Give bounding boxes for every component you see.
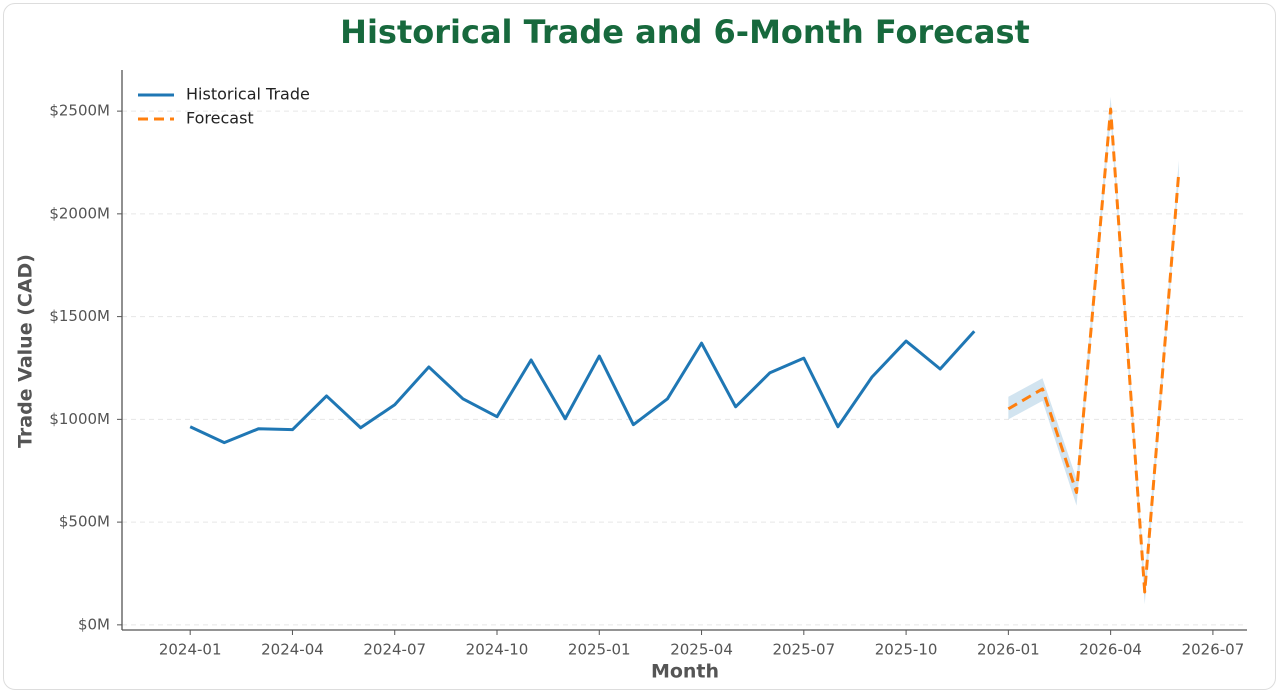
x-tick-label: 2024-10 (466, 641, 529, 659)
x-tick-label: 2024-04 (261, 641, 324, 659)
x-tick-label: 2025-04 (670, 641, 733, 659)
y-axis-label: Trade Value (CAD) (15, 254, 37, 448)
x-tick-label: 2026-04 (1079, 641, 1142, 659)
card: Historical Trade and 6-Month Forecast Mo… (3, 3, 1276, 690)
x-axis-label: Month (651, 661, 719, 683)
x-tick-label: 2025-07 (772, 641, 835, 659)
chart: Historical Trade and 6-Month Forecast Mo… (15, 13, 1247, 683)
chart-title: Historical Trade and 6-Month Forecast (340, 13, 1030, 51)
x-tick-label: 2025-01 (568, 641, 631, 659)
y-tick-label: $0M (78, 615, 110, 633)
y-tick-label: $500M (59, 513, 110, 531)
y-tick-label: $2000M (49, 204, 110, 222)
y-tick-label: $1000M (49, 410, 110, 428)
x-tick-label: 2024-07 (363, 641, 426, 659)
confidence-band (1008, 96, 1179, 605)
y-tick-label: $1500M (49, 307, 110, 325)
line-series (1007, 107, 1181, 594)
x-tick-label: 2024-01 (159, 641, 222, 659)
legend-label: Forecast (186, 109, 254, 128)
y-tick-label: $2500M (49, 102, 110, 120)
line-series (189, 330, 976, 445)
x-tick-label: 2026-07 (1182, 641, 1245, 659)
x-tick-label: 2025-10 (875, 641, 938, 659)
legend-label: Historical Trade (186, 85, 310, 104)
x-tick-label: 2026-01 (977, 641, 1040, 659)
